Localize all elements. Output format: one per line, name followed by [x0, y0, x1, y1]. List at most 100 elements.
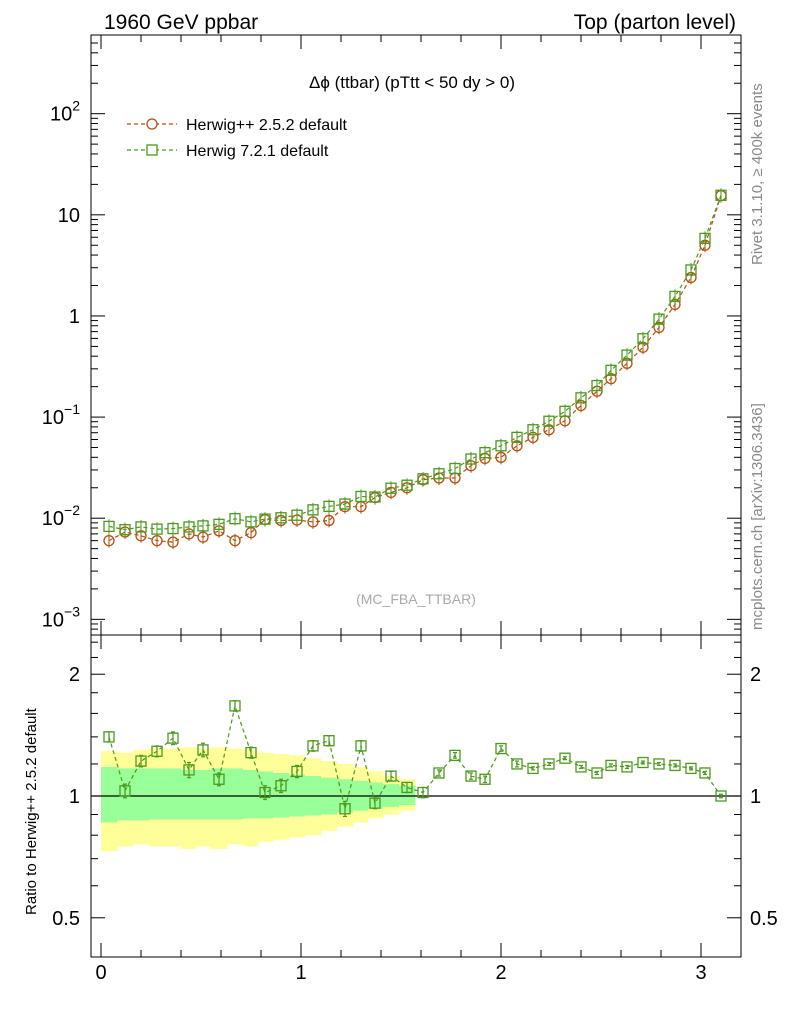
data-point-square [495, 440, 507, 452]
data-point-square [151, 523, 163, 535]
ratio-point-square [699, 767, 711, 779]
data-point-square [275, 512, 287, 524]
ratio-point-square [197, 744, 209, 756]
ratio-point-square [291, 765, 303, 778]
ratio-point-square [259, 786, 271, 799]
ratio-point-square [511, 758, 523, 770]
ratio-axes: 0.5 0.5 1 1 2 2 0 1 2 3 [52, 635, 778, 984]
inner-band-bin [243, 769, 259, 819]
ratio-data-marks [103, 700, 727, 818]
data-point-circle [167, 536, 179, 548]
inner-band-bin [181, 769, 197, 820]
x-tick-label: 3 [695, 962, 706, 984]
main-data-marks [103, 188, 727, 550]
data-point-square [465, 453, 477, 465]
data-point-square [715, 189, 727, 201]
data-point-square [259, 513, 271, 525]
legend-label: Herwig 7.2.1 default [186, 143, 329, 160]
data-point-square [213, 518, 225, 530]
ratio-point-square [119, 785, 131, 797]
ratio-point-square [685, 762, 697, 775]
data-point-square [511, 431, 523, 444]
y-tick-label: 102 [50, 98, 80, 126]
data-point-square [479, 446, 491, 459]
y-tick-base: 10 [58, 205, 80, 227]
data-point-square [605, 364, 617, 376]
data-point-square [575, 392, 587, 404]
ratio-point-square [575, 761, 587, 773]
data-point-square [119, 524, 131, 536]
ratio-point-square [355, 740, 367, 752]
ratio-point-square [653, 758, 665, 770]
ratio-point-square [401, 781, 413, 794]
ratio-point-square [591, 767, 603, 779]
data-point-square [167, 522, 179, 535]
data-point-square [559, 405, 571, 417]
data-point-circle [323, 514, 335, 527]
ratio-panel: 0.5 0.5 1 1 2 2 0 1 2 3 [52, 634, 778, 984]
ratio-point-square [275, 780, 287, 792]
data-point-circle [103, 534, 115, 547]
ratio-point-square [151, 745, 163, 757]
data-point-square [307, 504, 319, 516]
x-tick-label: 0 [95, 962, 106, 984]
y-tick-label: 10−3 [42, 603, 80, 631]
energy-label: 1960 GeV ppbar [104, 11, 258, 34]
y-tick-exponent: −1 [64, 401, 80, 417]
legend-marker-circle [146, 118, 158, 130]
data-point-square [449, 462, 461, 475]
y-tick-base: 10 [42, 609, 64, 631]
ratio-point-square [307, 740, 319, 752]
ratio-point-square [543, 758, 555, 770]
data-point-square [433, 468, 445, 480]
ratio-point-square [479, 773, 491, 785]
data-point-square [323, 500, 335, 512]
ratio-point-square [715, 790, 727, 802]
y-tick-base: 10 [42, 508, 64, 530]
ratio-frame [90, 634, 742, 958]
data-point-square [339, 498, 351, 510]
mcplots-label: mcplots.cern.ch [arXiv:1306.3436] [749, 403, 766, 630]
data-point-square [653, 313, 665, 325]
analysis-watermark: (MC_FBA_TTBAR) [356, 591, 476, 607]
data-point-square [527, 424, 539, 436]
data-point-square [369, 491, 381, 503]
y-tick-exponent: 2 [72, 98, 80, 114]
plot-title: Δϕ (ttbar) (pTtt < 50 dy > 0) [309, 73, 515, 92]
y-tick-label: 10−1 [42, 401, 80, 429]
ratio-point-square [449, 749, 461, 762]
ratio-point-square [433, 767, 445, 779]
data-point-square [637, 333, 649, 345]
y-tick-exponent: −3 [64, 603, 80, 619]
y-tick-base: 10 [42, 407, 64, 429]
data-point-square [685, 264, 697, 276]
data-point-square [183, 521, 195, 533]
process-label: Top (parton level) [574, 11, 736, 34]
data-point-square [135, 521, 147, 533]
ratio-y-tick-label: 2 [69, 664, 80, 686]
inner-band-bin [133, 768, 150, 821]
legend: Herwig++ 2.5.2 default Herwig 7.2.1 defau… [127, 117, 348, 160]
inner-band-bin [101, 766, 118, 823]
y-tick-label: 1 [69, 306, 80, 328]
ratio-point-square [559, 752, 571, 764]
ratio-point-square [213, 773, 225, 785]
inner-band-bin [196, 769, 212, 820]
x-tick-label: 1 [295, 962, 306, 984]
legend-marker-square [146, 144, 158, 156]
rivet-label: Rivet 3.1.10, ≥ 400k events [749, 83, 766, 265]
data-point-square [621, 349, 633, 361]
ratio-point-square [245, 746, 257, 759]
y-tick-base: 10 [50, 104, 72, 126]
x-tick-label: 2 [495, 962, 506, 984]
ratio-y-tick-label-right: 0.5 [750, 908, 778, 930]
ratio-point-square [339, 803, 351, 815]
data-point-square [417, 473, 429, 485]
ratio-point-square [183, 764, 195, 776]
ratio-point-square [229, 700, 241, 712]
data-point-circle [229, 534, 241, 547]
data-point-square [385, 482, 397, 494]
